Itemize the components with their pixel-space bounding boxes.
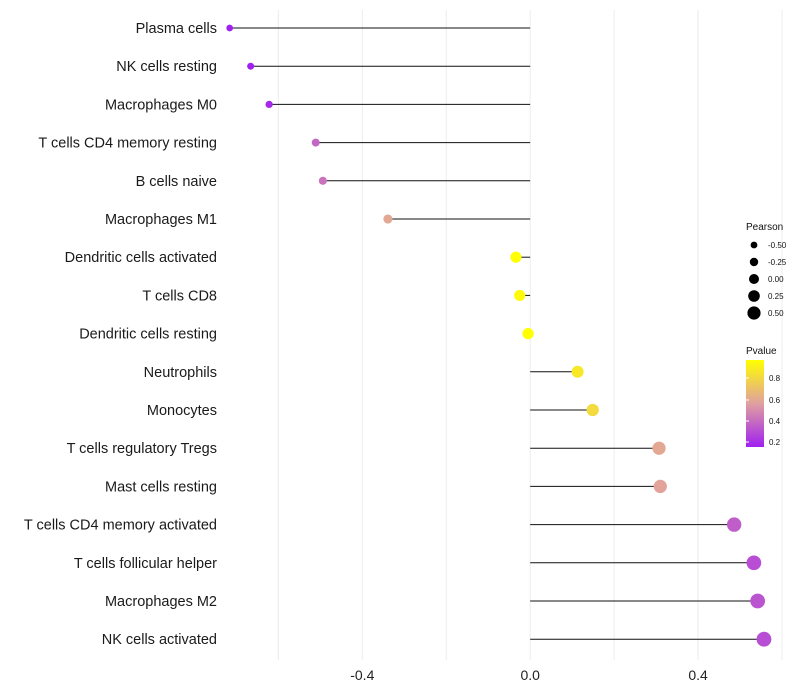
data-point bbox=[318, 176, 327, 185]
data-point bbox=[653, 479, 667, 494]
category-label: Macrophages M2 bbox=[105, 594, 217, 610]
legend-color-title: Pvalue bbox=[746, 346, 777, 357]
data-point bbox=[652, 441, 666, 455]
legend-size-dot bbox=[750, 241, 758, 249]
data-point bbox=[311, 138, 320, 147]
category-label: Mast cells resting bbox=[105, 479, 217, 495]
legend-size-label: 0.00 bbox=[768, 275, 784, 284]
data-point bbox=[265, 100, 273, 109]
category-label: T cells CD4 memory resting bbox=[38, 136, 217, 152]
x-tick-label: -0.4 bbox=[350, 667, 374, 683]
category-label: NK cells resting bbox=[116, 59, 217, 75]
category-label: B cells naive bbox=[136, 174, 217, 190]
legend-size-label: -0.25 bbox=[768, 258, 787, 267]
data-point bbox=[383, 214, 393, 224]
data-point bbox=[514, 289, 526, 301]
data-point bbox=[571, 365, 584, 378]
data-point bbox=[726, 517, 742, 532]
legend: Pearson -0.50 -0.25 0.00 0.25 0.50 Pvalue 0.… bbox=[746, 222, 787, 447]
legend-size-dot bbox=[749, 257, 759, 267]
category-label: Plasma cells bbox=[136, 21, 217, 37]
legend-color-label: 0.4 bbox=[769, 417, 781, 426]
category-label: T cells follicular helper bbox=[74, 556, 217, 572]
category-label: T cells regulatory Tregs bbox=[67, 441, 217, 457]
data-point bbox=[750, 593, 766, 609]
legend-size-label: 0.50 bbox=[768, 309, 784, 318]
dot-layer bbox=[226, 24, 772, 647]
category-label: Dendritic cells resting bbox=[79, 327, 217, 343]
size-legend: -0.50 -0.25 0.00 0.25 0.50 bbox=[747, 241, 787, 320]
pvalue-colorbar bbox=[746, 360, 764, 447]
data-point bbox=[247, 62, 255, 70]
data-point bbox=[226, 24, 234, 32]
legend-color-label: 0.8 bbox=[769, 374, 781, 383]
category-labels: Plasma cells NK cells resting Macrophages … bbox=[24, 21, 217, 648]
data-point bbox=[522, 327, 534, 340]
category-label: Monocytes bbox=[147, 403, 217, 419]
legend-color-label: 0.2 bbox=[769, 438, 781, 447]
category-label: Dendritic cells activated bbox=[65, 250, 217, 266]
data-point bbox=[586, 403, 599, 417]
grid-layer bbox=[277, 10, 783, 660]
x-tick-label: 0.4 bbox=[688, 667, 708, 683]
legend-size-dot bbox=[747, 306, 761, 320]
legend-size-label: -0.50 bbox=[768, 241, 787, 250]
legend-size-label: 0.25 bbox=[768, 292, 784, 301]
legend-color-label: 0.6 bbox=[769, 396, 781, 405]
data-point bbox=[756, 631, 772, 647]
legend-size-dot bbox=[749, 274, 759, 284]
category-label: Macrophages M1 bbox=[105, 212, 217, 228]
legend-size-dot bbox=[748, 290, 760, 302]
category-label: Neutrophils bbox=[144, 365, 217, 381]
category-label: NK cells activated bbox=[102, 632, 217, 648]
x-tick-label: 0.0 bbox=[520, 667, 540, 683]
x-axis-ticks: -0.4 0.0 0.4 bbox=[350, 667, 708, 683]
stem-layer bbox=[229, 27, 764, 640]
data-point bbox=[746, 555, 762, 571]
legend-size-title: Pearson bbox=[746, 222, 783, 233]
color-legend-labels: 0.8 0.6 0.4 0.2 bbox=[746, 374, 781, 447]
category-label: T cells CD4 memory activated bbox=[24, 518, 217, 534]
category-label: T cells CD8 bbox=[142, 288, 217, 304]
category-label: Macrophages M0 bbox=[105, 97, 217, 113]
data-point bbox=[510, 251, 522, 263]
